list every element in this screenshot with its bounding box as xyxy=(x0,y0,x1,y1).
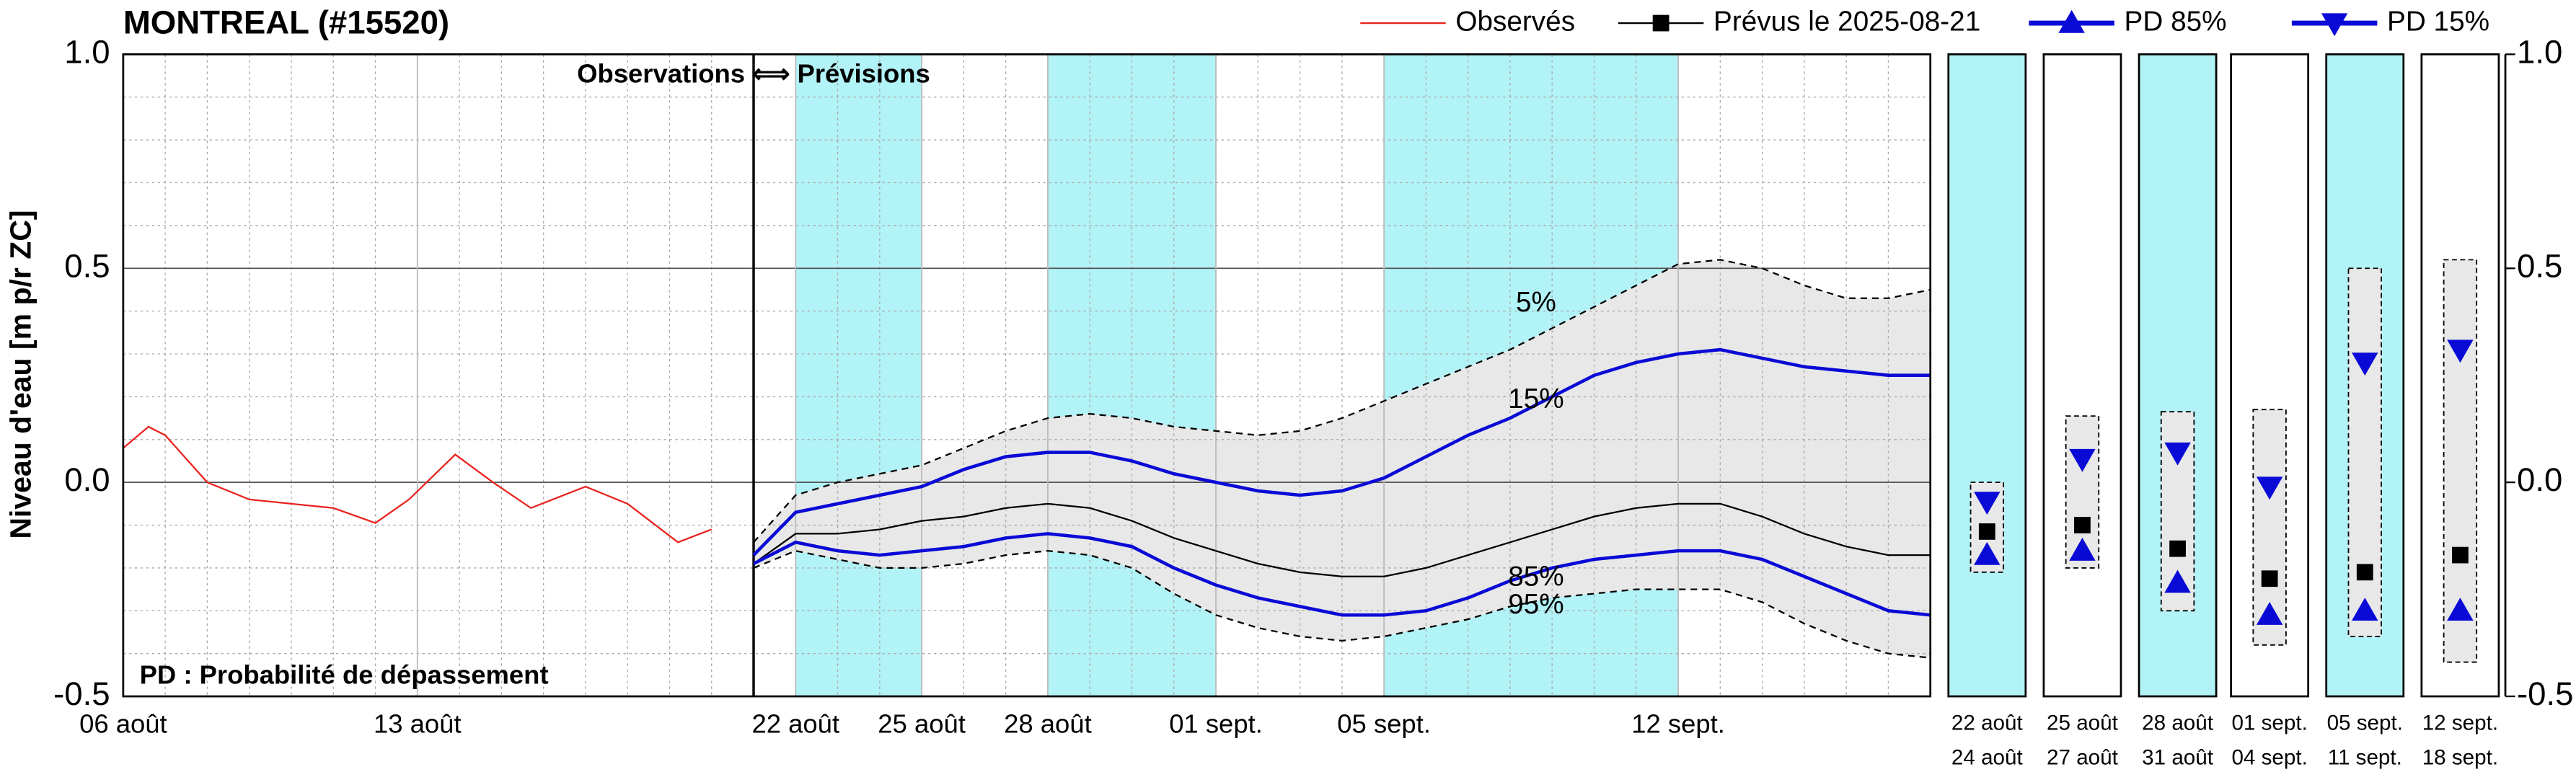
plot-frame xyxy=(122,53,1932,698)
marker-down xyxy=(2447,340,2474,363)
panel-range xyxy=(2443,259,2478,663)
x-tick-label: 12 sept. xyxy=(1631,709,1725,739)
x-tick-label: 25 août xyxy=(878,709,966,739)
y-axis-label: Niveau d'eau [m p/r ZC] xyxy=(4,210,38,538)
series-line xyxy=(753,549,1931,659)
marker-up xyxy=(2256,602,2283,625)
marker-square xyxy=(2452,546,2469,564)
y-tick-label: 0.0 xyxy=(64,461,110,498)
legend-label: PD 15% xyxy=(2387,6,2489,37)
x-tick-label: 22 août xyxy=(751,709,839,739)
marker-down xyxy=(2352,352,2378,376)
y-tick-label: 0.5 xyxy=(64,247,110,284)
series-line xyxy=(753,259,1931,543)
marker-down xyxy=(2069,448,2096,472)
divider-annotation: Observations ⟺ Prévisions xyxy=(577,59,930,89)
chart-title: MONTREAL (#15520) xyxy=(123,4,449,40)
curve-label: 15% xyxy=(1508,383,1564,414)
marker-up xyxy=(2058,9,2085,33)
marker-up xyxy=(1974,541,2001,565)
x-tick-label: 01 sept. xyxy=(1169,709,1263,739)
panel-label: 24 août xyxy=(1951,745,2024,769)
marker-down xyxy=(2256,476,2283,500)
panel-label: 25 août xyxy=(2047,711,2119,735)
curve-label: 95% xyxy=(1508,589,1564,620)
marker-up xyxy=(2352,598,2378,621)
panel-label: 01 sept. xyxy=(2231,711,2307,735)
marker-square xyxy=(2356,564,2373,581)
y2-tick-label: 1.0 xyxy=(2517,33,2562,70)
note-annotation: PD : Probabilité de dépassement xyxy=(140,660,549,689)
panel-label: 28 août xyxy=(2142,711,2214,735)
legend-label: Observés xyxy=(1455,6,1575,37)
marker-down xyxy=(2321,13,2348,37)
x-tick-label: 05 sept. xyxy=(1337,709,1431,739)
marker-square xyxy=(2074,517,2091,533)
panel-label: 05 sept. xyxy=(2327,711,2403,735)
panel-label: 12 sept. xyxy=(2422,711,2498,735)
legend-label: Prévus le 2025-08-21 xyxy=(1713,6,1980,37)
marker-square xyxy=(2261,570,2278,587)
marker-up xyxy=(2164,569,2191,593)
legend-label: PD 85% xyxy=(2125,6,2227,37)
panel-bg xyxy=(1947,53,2027,698)
series-line xyxy=(752,532,1931,617)
y2-tick-label: -0.5 xyxy=(2517,675,2573,712)
panel-bg xyxy=(2042,53,2122,698)
y-tick-label: -0.5 xyxy=(53,675,110,712)
x-tick-label: 06 août xyxy=(79,709,167,739)
marker-up xyxy=(2447,598,2474,621)
x-tick-label: 13 août xyxy=(374,709,462,739)
panel-label: 18 sept. xyxy=(2422,745,2498,769)
marker-down xyxy=(1974,492,2001,515)
x-tick-label: 28 août xyxy=(1004,709,1092,739)
curve-label: 5% xyxy=(1516,287,1556,318)
series-line xyxy=(752,347,1931,556)
shaded-range xyxy=(795,54,922,697)
panel-label: 04 sept. xyxy=(2231,745,2307,769)
panel-label: 27 août xyxy=(2047,745,2119,769)
marker-down xyxy=(2164,442,2191,466)
panel-label: 11 sept. xyxy=(2328,745,2402,769)
series-line xyxy=(123,425,713,543)
marker-square xyxy=(1652,14,1669,32)
y2-tick-label: 0.0 xyxy=(2517,461,2562,498)
panel-range xyxy=(2347,267,2382,637)
y-tick-label: 1.0 xyxy=(64,33,110,70)
curve-label: 85% xyxy=(1508,561,1564,592)
panel-label: 31 août xyxy=(2142,745,2214,769)
marker-square xyxy=(2169,540,2186,557)
series-line xyxy=(753,502,1931,577)
y2-tick-label: 0.5 xyxy=(2517,247,2562,284)
marker-square xyxy=(1978,523,1995,540)
marker-up xyxy=(2069,537,2096,561)
panel-label: 22 août xyxy=(1951,711,2024,735)
